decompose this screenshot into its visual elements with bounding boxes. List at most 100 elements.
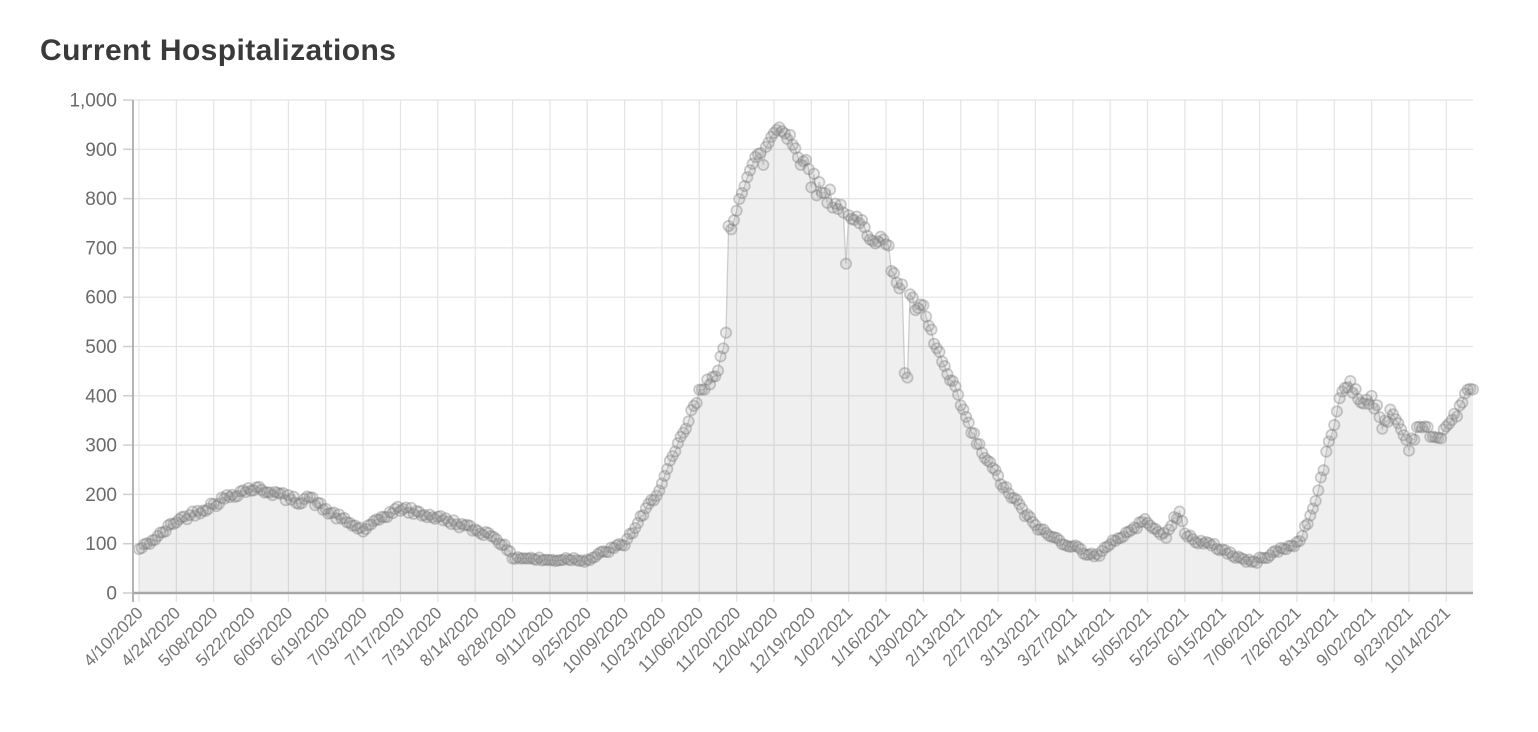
data-point <box>295 497 308 510</box>
data-point <box>207 498 220 511</box>
data-point <box>1173 505 1186 518</box>
data-point <box>783 128 797 141</box>
data-point <box>410 505 423 518</box>
data-point <box>327 506 340 519</box>
data-point <box>1394 423 1408 436</box>
data-point <box>794 158 807 171</box>
data-point <box>503 545 516 558</box>
data-point <box>791 151 805 164</box>
data-point <box>245 484 258 497</box>
data-point <box>989 463 1002 477</box>
data-point <box>1176 515 1189 528</box>
data-point <box>960 410 973 423</box>
data-point <box>741 171 754 184</box>
data-point <box>1266 546 1279 559</box>
data-point <box>954 399 967 412</box>
data-point <box>981 454 994 467</box>
data-point <box>1314 471 1327 484</box>
data-point <box>250 481 263 494</box>
data-point <box>586 551 599 564</box>
data-point <box>506 552 519 565</box>
data-point <box>135 541 148 555</box>
data-point <box>925 323 938 336</box>
data-point <box>1440 420 1453 433</box>
data-point <box>709 370 722 383</box>
data-point <box>1050 531 1063 545</box>
data-point <box>706 370 719 383</box>
data-point <box>1101 540 1114 553</box>
data-point <box>1256 551 1269 564</box>
data-point <box>984 455 997 469</box>
data-point <box>1413 420 1426 433</box>
data-point <box>242 482 255 495</box>
data-point <box>693 383 706 396</box>
data-point <box>1000 480 1013 494</box>
data-point <box>1053 534 1066 547</box>
data-point <box>1024 511 1037 524</box>
data-point <box>450 518 463 531</box>
data-point <box>754 146 767 160</box>
data-point <box>439 512 452 525</box>
data-point <box>220 488 234 502</box>
data-point <box>418 508 431 522</box>
data-point <box>186 505 199 518</box>
data-point <box>626 527 639 540</box>
data-point <box>1117 530 1130 543</box>
data-point <box>543 554 556 567</box>
data-point <box>877 233 890 246</box>
data-point <box>906 291 919 304</box>
data-point <box>1213 544 1226 557</box>
data-point <box>522 552 535 565</box>
data-point <box>1125 523 1138 537</box>
data-point <box>968 427 981 440</box>
data-point <box>887 267 901 280</box>
data-point <box>1122 525 1135 538</box>
data-point <box>928 337 941 350</box>
data-point <box>527 553 540 566</box>
data-point <box>1186 533 1199 546</box>
data-point <box>789 142 802 155</box>
data-point <box>1336 385 1349 398</box>
data-point <box>698 383 711 396</box>
data-point <box>1189 536 1202 549</box>
data-point <box>997 481 1010 494</box>
data-point <box>525 551 538 564</box>
data-point <box>599 545 612 558</box>
data-point <box>671 437 684 450</box>
data-point <box>215 491 228 504</box>
data-point <box>1341 381 1354 394</box>
data-point <box>341 516 354 529</box>
data-point <box>253 480 266 493</box>
data-point <box>567 551 580 565</box>
data-point <box>962 416 975 429</box>
data-point <box>605 541 618 554</box>
data-point <box>183 509 196 522</box>
data-point <box>719 326 733 339</box>
data-point <box>445 517 458 531</box>
data-point <box>1397 429 1410 442</box>
data-point <box>952 388 965 401</box>
data-point <box>933 345 946 358</box>
data-point <box>1306 502 1319 515</box>
data-point <box>535 554 548 567</box>
y-tick-label: 800 <box>85 189 117 210</box>
data-point <box>1197 537 1210 550</box>
data-point <box>1224 546 1237 559</box>
data-point <box>1312 484 1325 497</box>
data-point <box>1405 432 1418 445</box>
data-point <box>1416 421 1429 434</box>
data-point <box>786 138 799 151</box>
chart-title: Current Hospitalizations <box>40 34 397 67</box>
data-point <box>922 319 935 332</box>
data-point <box>559 551 572 565</box>
data-point <box>338 511 351 525</box>
data-point <box>1061 540 1074 553</box>
data-point <box>978 451 991 464</box>
data-point <box>389 502 402 515</box>
y-tick-label: 400 <box>85 386 117 407</box>
data-point <box>1184 529 1197 542</box>
data-point <box>695 383 708 396</box>
data-point <box>538 553 551 566</box>
data-point <box>370 513 383 526</box>
